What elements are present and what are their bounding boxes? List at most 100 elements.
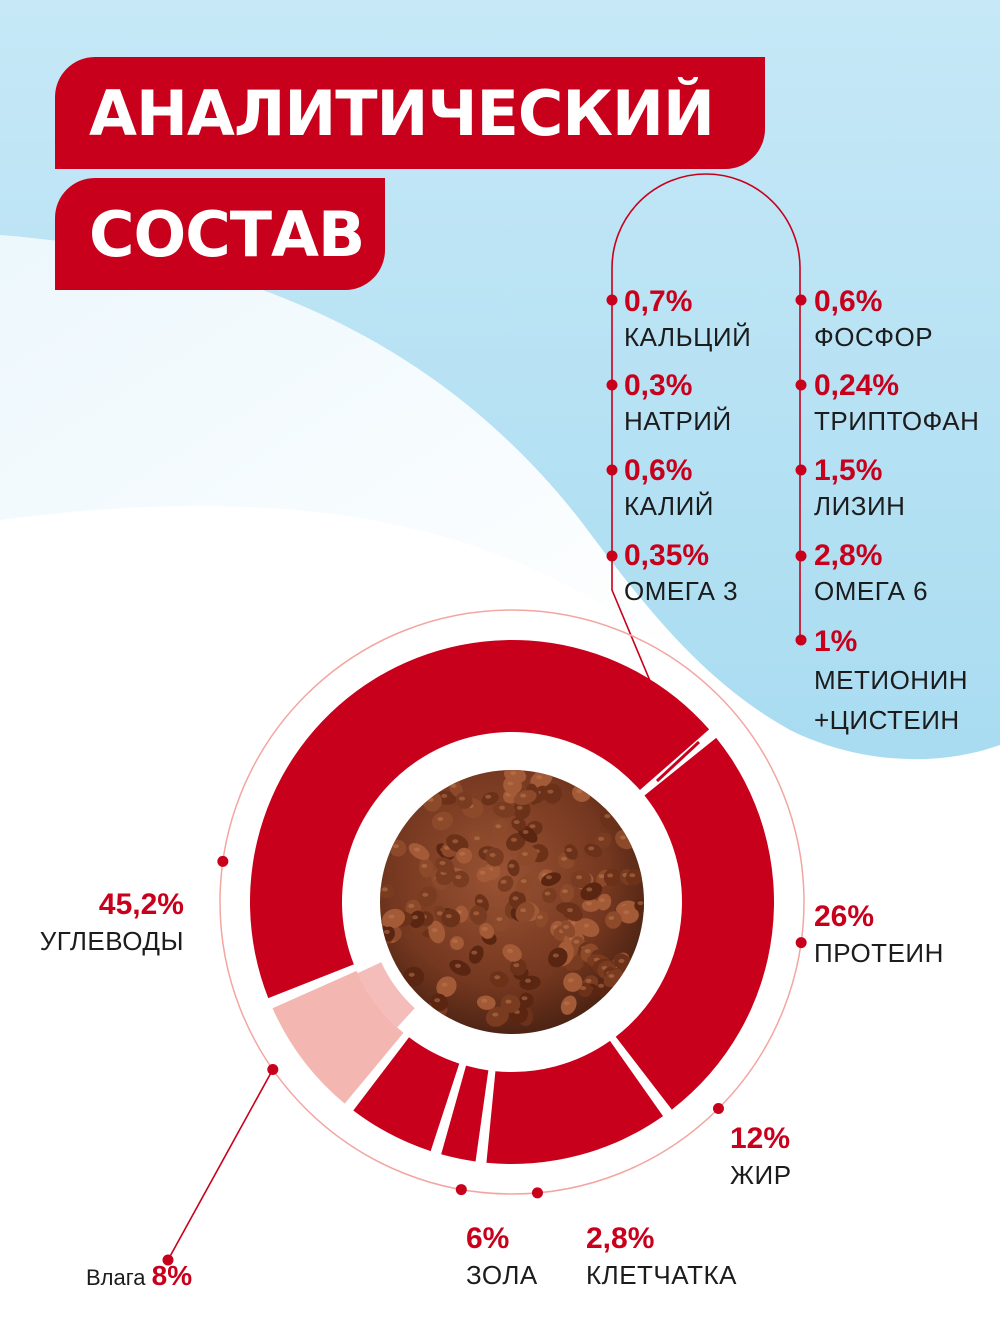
kibble-piece: [634, 898, 644, 913]
label-value: 8%: [151, 1260, 193, 1291]
fat-dot: [712, 1102, 724, 1114]
kibble-highlight: [459, 851, 466, 856]
kibble-highlight: [608, 974, 615, 978]
kibble-piece: [507, 859, 520, 877]
kibble-highlight: [499, 805, 506, 810]
kibble-highlight: [489, 853, 496, 857]
nutrient-name: ФОСФОР: [814, 322, 934, 352]
label-carbs: 45,2% УГЛЕВОДЫ: [20, 886, 184, 958]
kibble-highlight: [450, 783, 457, 788]
kibble-piece: [485, 847, 504, 867]
kibble-highlight: [507, 948, 514, 953]
label-name: КЛЕТЧАТКА: [586, 1260, 737, 1290]
nutrient-item: 2,8% ОМЕГА 6: [814, 538, 928, 608]
kibble-highlight: [525, 978, 531, 983]
kibble-highlight: [508, 863, 515, 868]
kibble-highlight: [573, 939, 580, 944]
kibble-highlight: [505, 999, 512, 1004]
kibble-highlight: [576, 875, 583, 880]
kibble-highlight: [496, 917, 503, 922]
kibble-piece: [506, 832, 526, 851]
kibble-highlight: [521, 996, 528, 1001]
kibble-highlight: [584, 949, 591, 953]
nutrient-value: 1%: [814, 625, 858, 658]
kibble-highlight: [599, 898, 606, 903]
kibble-highlight: [436, 911, 443, 916]
kibble-highlight: [451, 939, 458, 944]
kibble-highlight: [586, 901, 593, 906]
kibble-piece: [431, 811, 453, 831]
kibble-piece: [561, 903, 583, 922]
segment-moisture: [272, 970, 404, 1104]
kibble-highlight: [546, 875, 552, 880]
nutrient-dot: [795, 294, 807, 306]
kibble-piece: [605, 911, 622, 929]
kibble-piece: [485, 1006, 509, 1027]
label-fiber: 2,8% КЛЕТЧАТКА: [586, 1220, 737, 1292]
kibble-piece: [455, 792, 473, 809]
nutrient-item: 0,6% КАЛИЙ: [624, 453, 714, 523]
nutrient-name: КАЛЬЦИЙ: [624, 322, 752, 352]
kibble-highlight: [510, 837, 517, 842]
kibble-piece: [513, 790, 537, 806]
label-name: ЖИР: [730, 1160, 792, 1190]
nutrient-name: КАЛИЙ: [624, 491, 714, 521]
nutrient-item: 1% МЕТИОНИН +ЦИСТЕИН: [814, 624, 994, 740]
nutrient-item: 0,7% КАЛЬЦИЙ: [624, 284, 751, 354]
kibble-highlight: [455, 963, 461, 968]
kibble-highlight: [441, 982, 448, 987]
nutrient-item: 1,5% ЛИЗИН: [814, 453, 905, 523]
kibble-highlight: [459, 796, 466, 801]
kibble-highlight: [561, 856, 567, 861]
label-protein: 26% ПРОТЕИН: [814, 898, 944, 970]
kibble-piece: [503, 770, 527, 784]
kibble-highlight: [495, 824, 502, 829]
kibble-piece: [428, 920, 446, 944]
label-name: ЗОЛА: [466, 1260, 538, 1290]
segment-fat: [486, 1040, 664, 1164]
outer-ring-line: [219, 609, 805, 1195]
kibble-piece: [476, 867, 493, 883]
kibble-piece: [449, 959, 471, 976]
kibble-highlight: [437, 817, 444, 821]
kibble-piece: [559, 884, 575, 903]
kibble-highlight: [431, 928, 438, 933]
kibble-highlight: [520, 879, 527, 884]
nutrient-dot: [795, 550, 807, 562]
label-value: 6%: [466, 1222, 510, 1255]
segment-protein: [615, 737, 774, 1110]
kibble-piece: [594, 832, 612, 850]
nutrient-dot: [795, 464, 807, 476]
kibble-highlight: [598, 983, 605, 988]
kibble-highlight: [474, 836, 480, 841]
label-fat: 12% ЖИР: [730, 1120, 792, 1192]
kibble-highlight: [510, 771, 517, 776]
kibble-highlight: [620, 835, 627, 840]
kibble-piece: [500, 994, 521, 1013]
kibble-piece: [502, 944, 522, 962]
kibble-highlight: [512, 896, 519, 901]
kibble-highlight: [439, 861, 446, 865]
kibble-highlight: [481, 926, 488, 931]
kibble-piece: [446, 834, 469, 853]
leaders: [162, 855, 807, 1266]
nutrient-dot: [795, 379, 807, 391]
bracket-connector: [611, 300, 659, 701]
ash-dot: [455, 1184, 467, 1196]
kibble-highlight: [422, 892, 429, 897]
outer-ring: [219, 609, 805, 1195]
kibble-highlight: [492, 1012, 499, 1017]
moisture-inner-wedge: [357, 960, 418, 1028]
nutrient-name: ТРИПТОФАН: [814, 406, 980, 436]
nutrient-dot: [606, 550, 618, 562]
kibble-highlight: [473, 911, 480, 916]
label-moisture: Влага 8%: [86, 1260, 192, 1292]
kibble-highlight: [494, 975, 501, 980]
kibble-piece: [481, 791, 499, 806]
kibble-highlight: [566, 848, 573, 852]
kibble-highlight: [544, 891, 551, 896]
kibble-piece: [560, 995, 577, 1015]
kibble-highlight: [479, 870, 486, 875]
